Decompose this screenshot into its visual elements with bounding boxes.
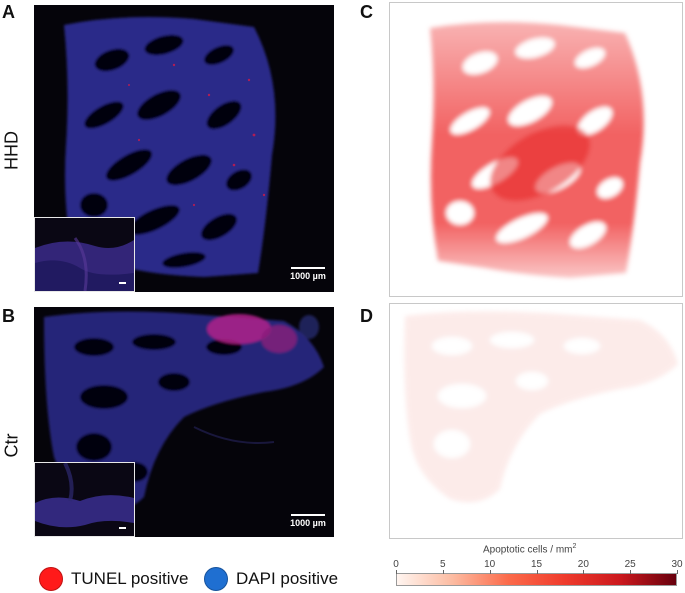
colorbar-tick-mark [583, 570, 585, 574]
micrograph-hhd: 1000 µm [34, 5, 334, 292]
panel-letter-a: A [2, 2, 15, 22]
colorbar-title-text: Apoptotic cells / mm [483, 544, 573, 556]
tissue-image-hhd [64, 17, 276, 277]
colorbar-title-superscript: 2 [572, 543, 577, 550]
density-map-ctr [389, 303, 683, 539]
colorbar-tick-mark [677, 570, 678, 574]
micrograph-ctr: 1000 µm [34, 307, 334, 537]
colorbar-tick-mark [396, 570, 397, 574]
colorbar-tick-mark [489, 570, 491, 574]
colorbar-tick-mark [442, 570, 444, 574]
density-heatmap-ctr [404, 311, 678, 503]
colorbar-tick-label: 20 [577, 559, 589, 570]
density-map-hhd [389, 2, 683, 297]
colorbar-tick-label: 10 [484, 559, 496, 570]
inset-scale-bar-hhd [119, 282, 126, 284]
dapi-positive-legend-dot [204, 567, 228, 591]
colorbar-title: Apoptotic cells / mm2 [483, 543, 576, 555]
row-label-hhd: HHD [1, 131, 22, 170]
scale-bar-hhd: 1000 µm [286, 267, 330, 281]
panel-letter-d: D [360, 306, 373, 326]
legend-label-tunel: TUNEL positive [71, 569, 189, 588]
colorbar-gradient [396, 573, 677, 586]
colorbar-tick-label: 5 [440, 559, 446, 570]
panel-letter-c: C [360, 2, 373, 22]
colorbar-tick-label: 0 [393, 559, 399, 570]
legend-label-dapi: DAPI positive [236, 569, 339, 588]
scale-label-hhd: 1000 µm [290, 271, 326, 281]
tunel-positive-legend-dot [39, 567, 63, 591]
colorbar-tick-label: 15 [530, 559, 543, 570]
scale-bar-ctr: 1000 µm [286, 514, 330, 528]
panel-letter-b: B [2, 306, 15, 326]
scale-label-ctr: 1000 µm [290, 518, 326, 528]
colorbar-tick-label: 30 [671, 559, 683, 570]
inset-ctr [34, 462, 135, 537]
row-label-ctr: Ctr [1, 433, 22, 458]
density-heatmap-hhd [390, 3, 682, 296]
colorbar-tick-label: 25 [624, 559, 636, 570]
inset-scale-bar-ctr [119, 527, 126, 529]
colorbar-tick-mark [536, 570, 538, 574]
inset-hhd [34, 217, 135, 292]
colorbar-tick-mark [630, 570, 632, 574]
tissue-image-ctr [44, 311, 324, 511]
